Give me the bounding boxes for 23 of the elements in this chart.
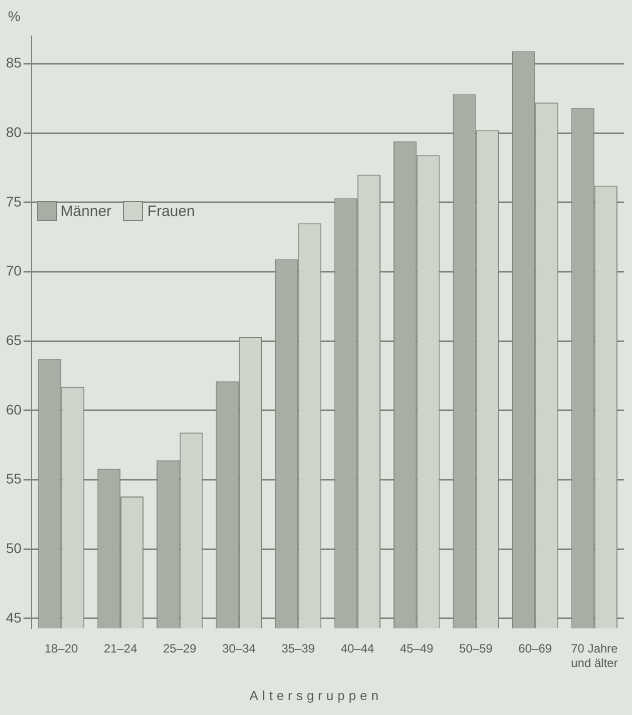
x-tick-label: 35–39 <box>281 642 316 656</box>
y-tick-label: 45 <box>6 609 22 626</box>
y-tick-label: 50 <box>6 540 22 556</box>
y-tick-label: 85 <box>6 54 22 71</box>
y-tick-label: 75 <box>6 193 22 210</box>
x-tick-label: 50–59 <box>459 642 493 656</box>
x-tick-label: 18–20 <box>44 642 78 656</box>
x-tick-label: 40–44 <box>340 642 374 656</box>
y-tick-label: 70 <box>6 262 22 279</box>
x-tick-label: 60–69 <box>518 642 552 656</box>
y-tick-label: 80 <box>6 124 22 140</box>
y-tick-label: 55 <box>6 470 22 487</box>
legend-label: Frauen <box>147 202 195 220</box>
x-tick-label: 70 Jahre und älter <box>571 642 618 670</box>
legend-label: Männer <box>60 202 112 220</box>
y-axis-title: % <box>8 8 20 24</box>
y-tick-label: 60 <box>6 401 22 418</box>
x-axis-title: Altersgruppen <box>248 688 384 703</box>
x-tick-label: 21–24 <box>104 642 138 656</box>
x-tick-label: 30–34 <box>222 642 256 656</box>
y-tick-label: 65 <box>6 332 22 348</box>
x-tick-label: 25–29 <box>162 642 197 656</box>
x-tick-label: 45–49 <box>400 642 434 656</box>
